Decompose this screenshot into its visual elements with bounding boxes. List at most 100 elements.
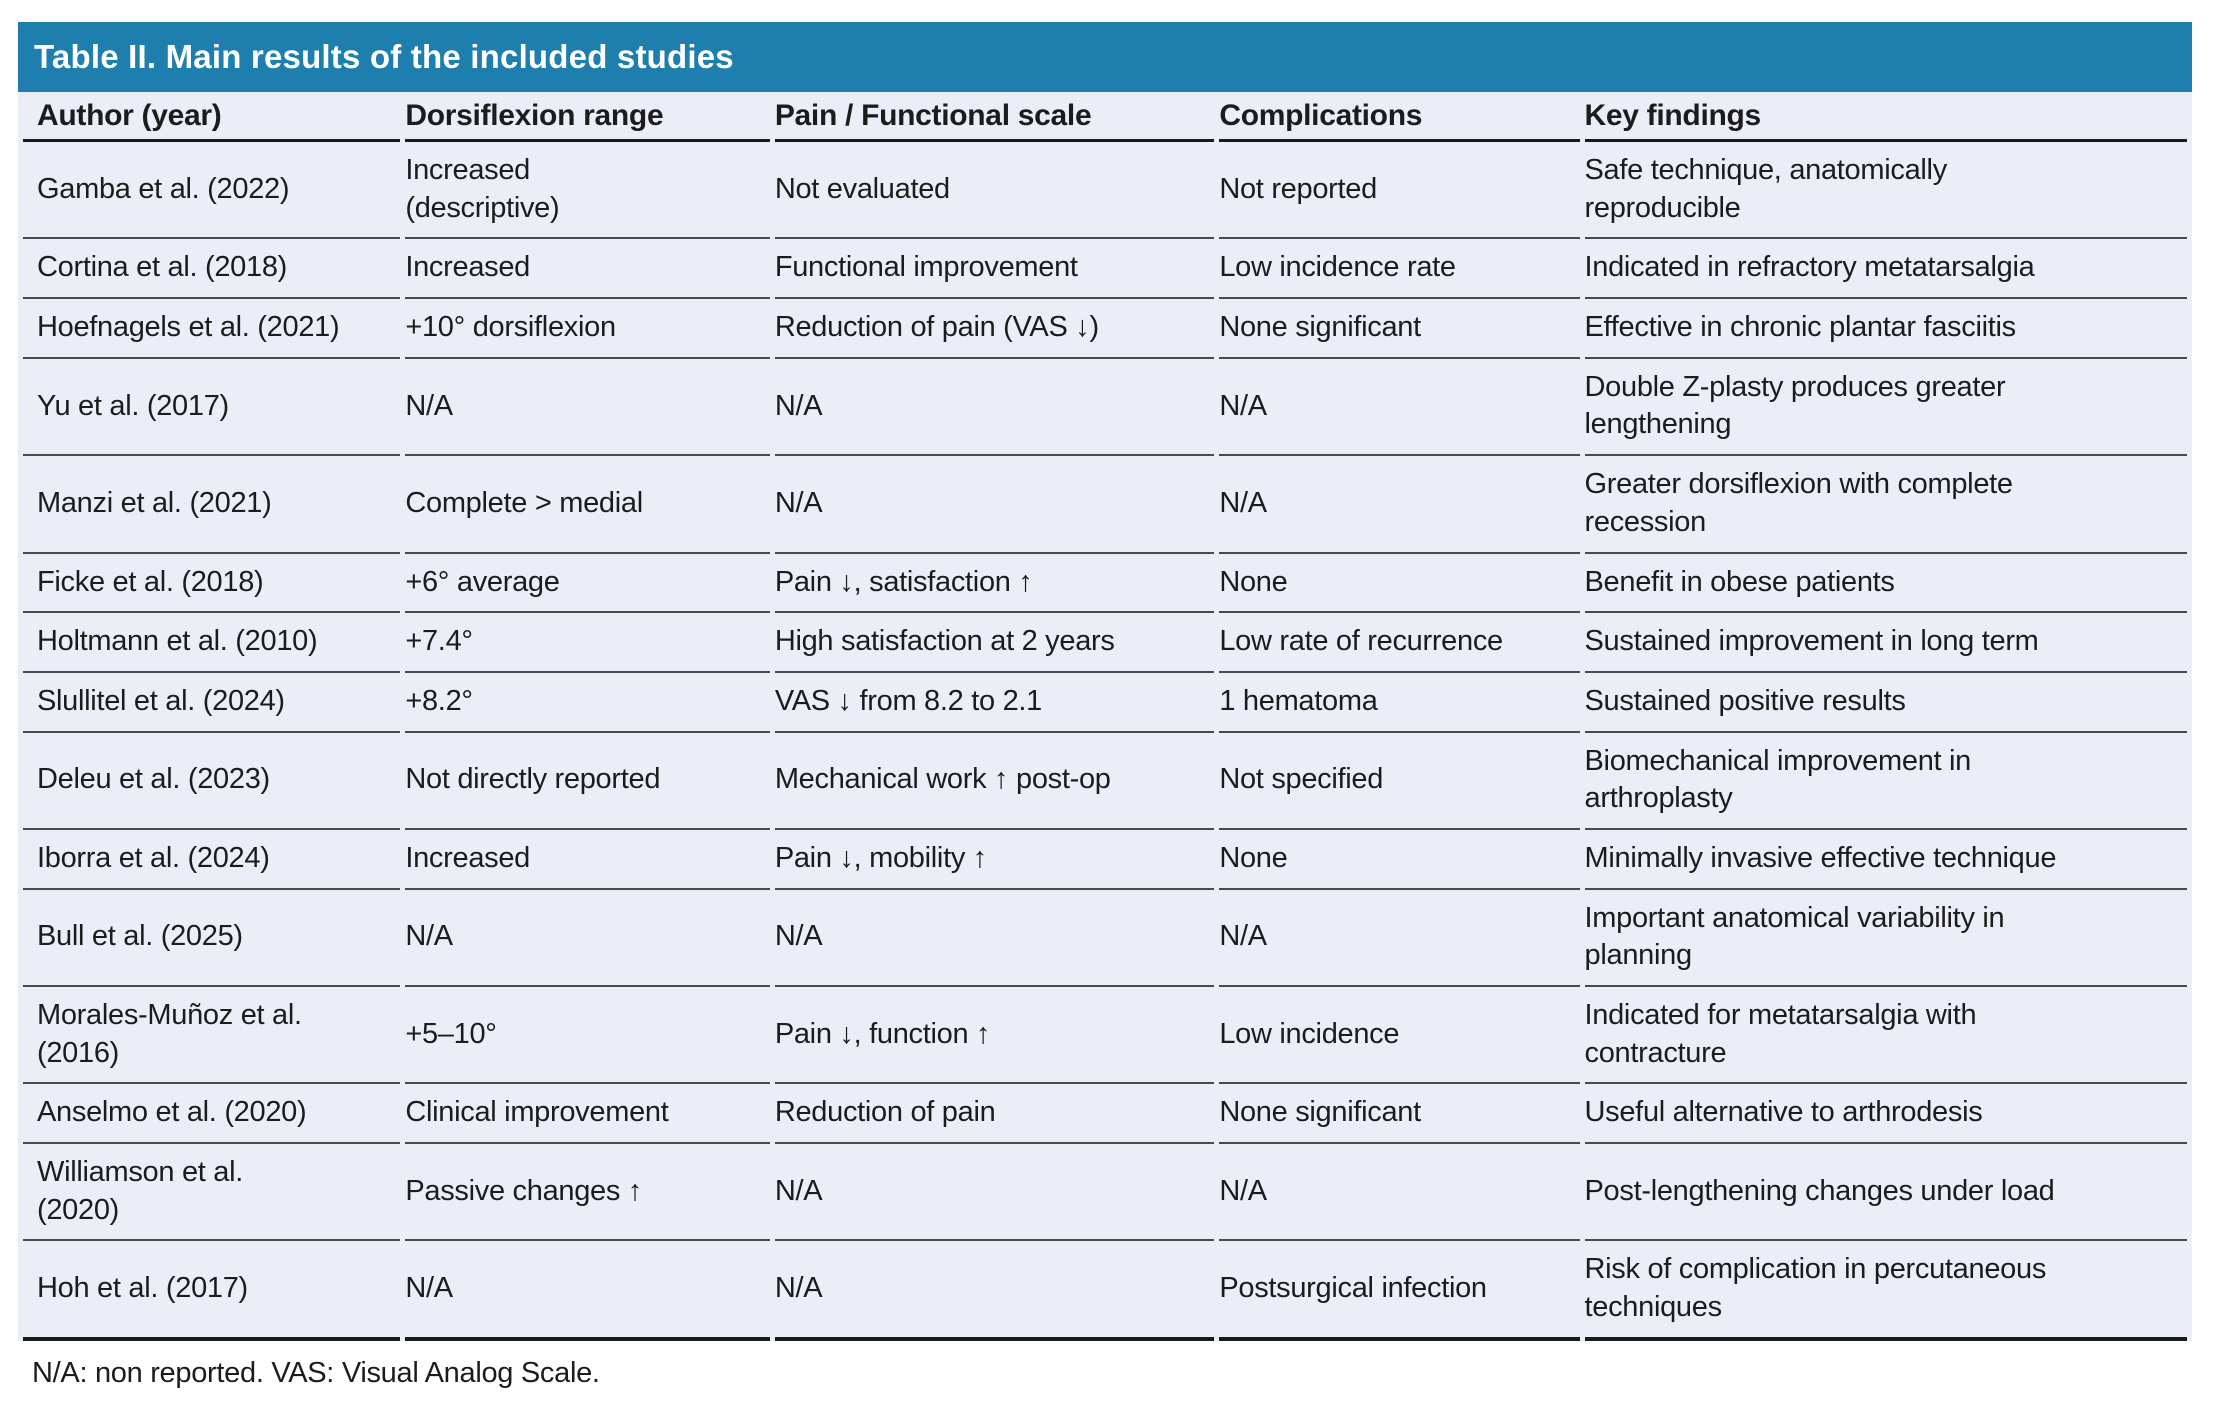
cell-key-findings: Sustained improvement in long term [1584, 613, 2187, 673]
cell-dorsiflexion: +7.4° [405, 613, 770, 673]
cell-key-findings: Benefit in obese patients [1584, 554, 2187, 614]
cell-complications: 1 hematoma [1219, 673, 1580, 733]
cell-pain-scale: N/A [774, 890, 1215, 987]
cell-author: Anselmo et al. (2020) [23, 1084, 401, 1145]
cell-pain-scale: High satisfaction at 2 years [774, 613, 1215, 673]
cell-author: Deleu et al. (2023) [23, 733, 401, 830]
cell-pain-scale: N/A [774, 1241, 1215, 1341]
cell-key-findings: Biomechanical improvement in arthroplast… [1584, 733, 2187, 830]
cell-pain-scale: N/A [774, 456, 1215, 554]
cell-complications: None significant [1219, 1084, 1580, 1145]
cell-key-findings: Safe technique, anatomically reproducibl… [1584, 142, 2187, 240]
cell-author: Manzi et al. (2021) [23, 456, 401, 554]
cell-pain-scale: Functional improvement [774, 239, 1215, 300]
cell-key-findings: Effective in chronic plantar fasciitis [1584, 299, 2187, 359]
cell-dorsiflexion: Increased [405, 830, 770, 890]
cell-dorsiflexion: N/A [405, 1241, 770, 1341]
cell-key-findings: Important anatomical variability in plan… [1584, 890, 2187, 987]
cell-author: Ficke et al. (2018) [23, 554, 401, 614]
table-row: Morales-Muñoz et al. (2016) +5–10° Pain ↓,… [23, 987, 2187, 1085]
studies-table: Author (year) Dorsiflexion range Pain / … [18, 92, 2192, 1341]
cell-dorsiflexion: Increased (descriptive) [405, 142, 770, 240]
table-row: Gamba et al. (2022) Increased (descriptiv… [23, 142, 2187, 240]
table-row: Iborra et al. (2024) Increased Pain ↓, mob… [23, 830, 2187, 890]
cell-pain-scale: N/A [774, 359, 1215, 457]
col-header-author: Author (year) [23, 92, 401, 142]
cell-pain-scale: Reduction of pain (VAS ↓) [774, 299, 1215, 359]
table-row: Deleu et al. (2023) Not directly reported… [23, 733, 2187, 830]
cell-author: Slullitel et al. (2024) [23, 673, 401, 733]
cell-author: Yu et al. (2017) [23, 359, 401, 457]
cell-dorsiflexion: +6° average [405, 554, 770, 614]
cell-author: Cortina et al. (2018) [23, 239, 401, 300]
table-body: Gamba et al. (2022) Increased (descriptiv… [23, 142, 2187, 1341]
cell-key-findings: Minimally invasive effective technique [1584, 830, 2187, 890]
cell-complications: N/A [1219, 1144, 1580, 1242]
cell-complications: Not reported [1219, 142, 1580, 240]
cell-author: Williamson et al. (2020) [23, 1144, 401, 1242]
table-row: Cortina et al. (2018) Increased Functional… [23, 239, 2187, 300]
table-row: Williamson et al. (2020) Passive changes … [23, 1144, 2187, 1242]
cell-key-findings: Useful alternative to arthrodesis [1584, 1084, 2187, 1145]
cell-pain-scale: Pain ↓, mobility ↑ [774, 830, 1215, 890]
col-header-pain-scale: Pain / Functional scale [774, 92, 1215, 142]
cell-dorsiflexion: Increased [405, 239, 770, 300]
table-footnote: N/A: non reported. VAS: Visual Analog Sc… [32, 1356, 600, 1389]
cell-key-findings: Post-lengthening changes under load [1584, 1144, 2187, 1242]
cell-complications: N/A [1219, 456, 1580, 554]
cell-author: Gamba et al. (2022) [23, 142, 401, 240]
cell-dorsiflexion: N/A [405, 359, 770, 457]
cell-dorsiflexion: +8.2° [405, 673, 770, 733]
table-row: Holtmann et al. (2010) +7.4° High satisfac… [23, 613, 2187, 673]
cell-pain-scale: Mechanical work ↑ post-op [774, 733, 1215, 830]
col-header-dorsiflexion: Dorsiflexion range [405, 92, 770, 142]
cell-complications: None [1219, 554, 1580, 614]
cell-pain-scale: Reduction of pain [774, 1084, 1215, 1145]
col-header-key-findings: Key findings [1584, 92, 2187, 142]
cell-pain-scale: Pain ↓, function ↑ [774, 987, 1215, 1085]
cell-complications: Postsurgical infection [1219, 1241, 1580, 1341]
cell-author: Hoefnagels et al. (2021) [23, 299, 401, 359]
cell-complications: N/A [1219, 890, 1580, 987]
cell-dorsiflexion: +5–10° [405, 987, 770, 1085]
cell-author: Iborra et al. (2024) [23, 830, 401, 890]
cell-author: Holtmann et al. (2010) [23, 613, 401, 673]
table-row: Hoh et al. (2017) N/A N/A Postsurgical infe… [23, 1241, 2187, 1341]
table-row: Bull et al. (2025) N/A N/A N/A Important ana… [23, 890, 2187, 987]
table-row: Yu et al. (2017) N/A N/A N/A Double Z-plasty… [23, 359, 2187, 457]
cell-dorsiflexion: Not directly reported [405, 733, 770, 830]
cell-complications: Low incidence rate [1219, 239, 1580, 300]
cell-dorsiflexion: Complete > medial [405, 456, 770, 554]
cell-key-findings: Sustained positive results [1584, 673, 2187, 733]
cell-key-findings: Double Z-plasty produces greater lengthe… [1584, 359, 2187, 457]
results-table-card: Table II. Main results of the included s… [18, 22, 2192, 1341]
cell-complications: Low incidence [1219, 987, 1580, 1085]
col-header-complications: Complications [1219, 92, 1580, 142]
table-row: Manzi et al. (2021) Complete > medial N/A N… [23, 456, 2187, 554]
header-row: Author (year) Dorsiflexion range Pain / … [23, 92, 2187, 142]
cell-dorsiflexion: +10° dorsiflexion [405, 299, 770, 359]
cell-author: Bull et al. (2025) [23, 890, 401, 987]
cell-key-findings: Indicated in refractory metatarsalgia [1584, 239, 2187, 300]
cell-complications: None [1219, 830, 1580, 890]
cell-author: Hoh et al. (2017) [23, 1241, 401, 1341]
cell-dorsiflexion: Clinical improvement [405, 1084, 770, 1145]
table-row: Hoefnagels et al. (2021) +10° dorsiflexio… [23, 299, 2187, 359]
cell-complications: N/A [1219, 359, 1580, 457]
table-row: Ficke et al. (2018) +6° average Pain ↓, sa… [23, 554, 2187, 614]
table-row: Anselmo et al. (2020) Clinical improvemen… [23, 1084, 2187, 1145]
table-row: Slullitel et al. (2024) +8.2° VAS ↓ from 8… [23, 673, 2187, 733]
cell-pain-scale: Not evaluated [774, 142, 1215, 240]
cell-dorsiflexion: N/A [405, 890, 770, 987]
cell-complications: Low rate of recurrence [1219, 613, 1580, 673]
cell-pain-scale: Pain ↓, satisfaction ↑ [774, 554, 1215, 614]
cell-key-findings: Greater dorsiflexion with complete reces… [1584, 456, 2187, 554]
cell-author: Morales-Muñoz et al. (2016) [23, 987, 401, 1085]
cell-pain-scale: N/A [774, 1144, 1215, 1242]
cell-complications: None significant [1219, 299, 1580, 359]
cell-complications: Not specified [1219, 733, 1580, 830]
table-title-bar: Table II. Main results of the included s… [18, 22, 2192, 92]
cell-pain-scale: VAS ↓ from 8.2 to 2.1 [774, 673, 1215, 733]
cell-dorsiflexion: Passive changes ↑ [405, 1144, 770, 1242]
